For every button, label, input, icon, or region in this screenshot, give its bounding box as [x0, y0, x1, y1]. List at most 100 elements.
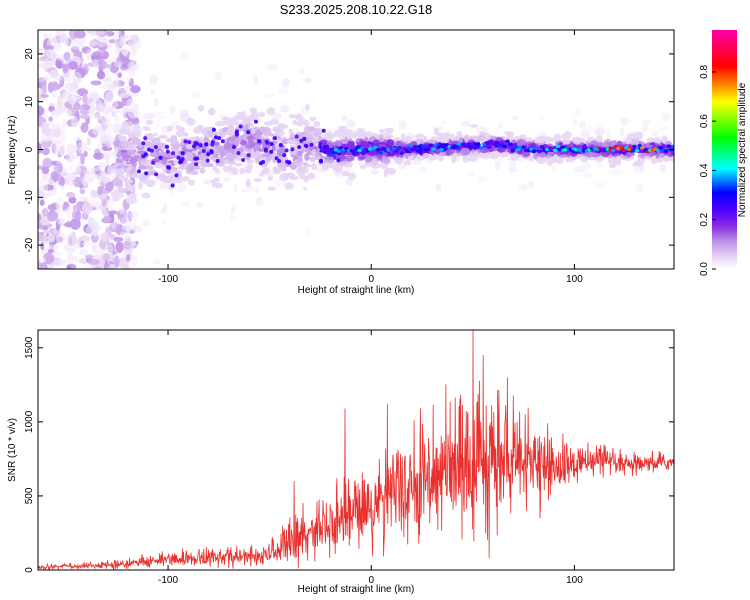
spectrogram-cell [48, 116, 53, 122]
spectrogram-cell [214, 71, 223, 81]
spectrogram-cell [593, 182, 606, 188]
spectrogram-cell [66, 143, 77, 155]
spectrogram-cell [120, 135, 127, 142]
spectrogram-cell [46, 45, 55, 51]
spectrogram-cell [58, 258, 67, 264]
spectrogram-cell [101, 153, 110, 160]
spectrogram-cell [368, 133, 379, 137]
spectrogram-cell [125, 254, 131, 262]
spectrogram-cell [642, 144, 653, 149]
spectrogram-cell [331, 141, 340, 146]
spectrogram-cell [151, 160, 156, 165]
spectrogram-cell [142, 113, 155, 120]
spectrogram-cell [70, 231, 77, 241]
spectrogram-cell [40, 93, 49, 98]
colorbar-tick-label: 0.4 [699, 163, 710, 177]
spectrogram-cell [169, 104, 177, 114]
spectrogram-cell [397, 146, 402, 150]
spectrogram-cell [200, 126, 205, 135]
spectrogram-cell [192, 144, 196, 149]
spectrogram-cell [549, 137, 558, 143]
spectrogram-cell [266, 63, 278, 72]
spectrogram-cell [120, 47, 129, 55]
spectrogram-cell [280, 167, 287, 172]
spectrogram-x-ticks: -100 0 100 [158, 30, 583, 285]
spectrogram-cell [203, 132, 209, 136]
spectrogram-cell [611, 159, 622, 166]
spectrogram-cell [158, 149, 163, 155]
spectrogram-cell [181, 201, 191, 207]
spectrogram-cell [195, 202, 204, 208]
spectrogram-cell [186, 118, 195, 126]
spectrogram-cell [358, 161, 363, 166]
spectrogram-cell [379, 128, 385, 134]
spectrogram-cell [42, 182, 49, 192]
spectrogram-cell [249, 107, 257, 113]
spectrogram-cell [111, 111, 116, 117]
spectrogram-cell [123, 210, 135, 221]
spectrogram-cell [272, 126, 282, 133]
spectrogram-cell [239, 167, 245, 175]
spectrogram-cell [63, 38, 70, 47]
spectrogram-cell [455, 145, 460, 150]
spectrogram-x-label: Height of straight line (km) [298, 285, 415, 296]
spectrogram-cell [634, 183, 644, 194]
spectrogram-cell [80, 196, 91, 203]
spectrogram-cell [269, 142, 274, 146]
spectrogram-cell [407, 154, 414, 161]
spectrogram-cell [298, 67, 305, 75]
spectrogram-cell [363, 162, 372, 167]
spectrogram-cell [155, 119, 161, 128]
spectrogram-cell [498, 123, 503, 130]
spectrogram-cell [213, 135, 218, 140]
colorbar: 0.0 0.2 0.4 0.6 0.8 Normalized spectral ampl… [699, 30, 748, 276]
spectrogram-cell [267, 175, 274, 181]
spectrogram-cell [129, 61, 136, 72]
spectrogram-cell [170, 140, 180, 145]
spectrogram-cell [469, 124, 479, 128]
spectrogram-cell [214, 169, 220, 174]
spectrogram-cell [108, 108, 121, 114]
spectrogram-cell [669, 150, 674, 156]
spectrogram-cell [348, 173, 357, 180]
spectrogram-cell [223, 142, 232, 150]
spectrogram-cell [258, 112, 266, 118]
spectrogram-cell [130, 240, 137, 247]
spectrogram-cell [477, 134, 486, 142]
spectrogram-cell [119, 207, 125, 215]
spectrogram-cell [650, 157, 657, 165]
spectrogram-cell [126, 98, 136, 111]
spectrogram-cell [579, 120, 586, 130]
spectrogram-cell [38, 143, 43, 154]
spectrogram-cell [309, 142, 314, 147]
spectrogram-cell [99, 84, 112, 90]
spectrogram-cell [331, 161, 339, 168]
spectrogram-cell [346, 119, 356, 128]
y-tick-label: 0 [24, 146, 35, 152]
spectrogram-cell [344, 137, 349, 145]
spectrogram-cell [460, 147, 471, 156]
spectrogram-cell [304, 119, 310, 127]
spectrogram-cell [468, 154, 478, 162]
spectrogram-cell [378, 143, 387, 148]
spectrogram-cell [115, 241, 124, 254]
snr-panel: -100 0 100 0 500 1000 1500 Height of straight… [7, 329, 675, 595]
spectrogram-cell [261, 143, 271, 151]
spectrogram-cell [253, 119, 258, 124]
spectrogram-cell [107, 197, 114, 209]
spectrogram-cell [105, 195, 110, 201]
spectrogram-cell [272, 136, 277, 141]
spectrogram-cell [122, 241, 132, 250]
spectrogram-cell [129, 47, 138, 56]
spectrogram-cell [246, 186, 255, 193]
spectrogram-cell [163, 202, 168, 212]
spectrogram-cell [195, 156, 200, 161]
spectrogram-cell [178, 160, 183, 165]
spectrogram-cell [398, 121, 407, 130]
spectrogram-cell [451, 156, 457, 164]
spectrogram-cell [364, 155, 373, 163]
spectrogram-cell [143, 152, 148, 157]
spectrogram-cell [38, 105, 45, 117]
